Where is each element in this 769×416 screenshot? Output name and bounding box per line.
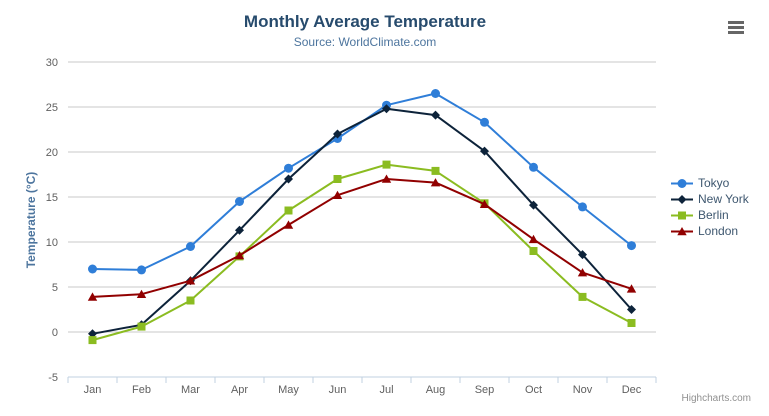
data-point-new-york[interactable] — [333, 129, 342, 139]
data-point-london[interactable] — [332, 190, 343, 199]
data-point-tokyo[interactable] — [88, 264, 97, 274]
data-point-tokyo[interactable] — [431, 89, 440, 98]
series-line-berlin — [91, 163, 633, 342]
data-point-new-york[interactable] — [382, 104, 391, 114]
x-axis-label: Feb — [132, 384, 151, 396]
data-point-new-york[interactable] — [88, 329, 97, 339]
data-point-tokyo[interactable] — [480, 117, 489, 127]
series-line-new-york — [91, 107, 633, 335]
x-axis-label: Jan — [84, 384, 102, 396]
y-axis-title: Temperature (°C) — [24, 171, 38, 269]
y-axis-label: 0 — [52, 327, 58, 339]
data-point-london[interactable] — [87, 292, 98, 301]
x-axis-label: Jun — [329, 384, 347, 396]
data-point-berlin[interactable] — [431, 166, 440, 175]
hamburger-icon — [728, 31, 744, 34]
y-axis-label: 30 — [46, 57, 58, 69]
hamburger-icon — [728, 26, 744, 29]
legend-marker-berlin — [678, 211, 686, 219]
data-point-new-york[interactable] — [284, 174, 293, 184]
data-point-berlin[interactable] — [529, 247, 538, 255]
data-point-berlin[interactable] — [284, 206, 293, 215]
x-axis-label: Mar — [181, 384, 200, 396]
x-axis-label: Apr — [231, 384, 248, 396]
data-point-tokyo[interactable] — [578, 202, 587, 212]
data-point-new-york[interactable] — [529, 200, 538, 210]
y-axis-label: 5 — [52, 282, 58, 294]
y-axis-label: 20 — [46, 147, 58, 159]
data-point-london[interactable] — [430, 178, 441, 187]
data-point-berlin[interactable] — [382, 160, 391, 169]
x-axis-label: Oct — [525, 384, 542, 396]
data-point-berlin[interactable] — [627, 319, 636, 327]
data-point-london[interactable] — [283, 220, 294, 229]
hamburger-icon — [728, 21, 744, 24]
chart-subtitle: Source: WorldClimate.com — [293, 35, 437, 49]
data-point-new-york[interactable] — [578, 250, 587, 260]
legend-label: New York — [698, 191, 749, 206]
data-point-tokyo[interactable] — [284, 163, 293, 173]
data-point-tokyo[interactable] — [235, 197, 244, 206]
data-point-london[interactable] — [577, 268, 588, 277]
series-line-tokyo — [91, 92, 633, 271]
series-line-london — [91, 178, 633, 298]
data-point-new-york[interactable] — [431, 110, 440, 120]
legend-item-tokyo[interactable]: Tokyo — [671, 175, 749, 191]
data-point-london[interactable] — [234, 251, 245, 260]
data-point-new-york[interactable] — [235, 225, 244, 235]
data-point-new-york[interactable] — [627, 305, 636, 314]
london-series-icon — [671, 226, 693, 235]
export-menu-button[interactable] — [724, 17, 748, 38]
y-axis-label: -5 — [48, 372, 58, 384]
legend-item-new-york[interactable]: New York — [671, 191, 749, 207]
data-point-berlin[interactable] — [186, 296, 195, 305]
data-point-london[interactable] — [479, 199, 490, 208]
legend-marker-new-york — [677, 194, 687, 204]
data-point-berlin[interactable] — [88, 336, 97, 345]
data-point-london[interactable] — [626, 284, 637, 293]
data-point-new-york[interactable] — [480, 146, 489, 156]
legend: Tokyo New York Berlin London — [671, 175, 749, 239]
data-point-london[interactable] — [136, 289, 147, 298]
x-axis-label: Aug — [426, 384, 446, 396]
x-axis-label: Sep — [475, 384, 495, 396]
data-point-berlin[interactable] — [137, 322, 146, 331]
x-axis-label: May — [278, 384, 299, 396]
legend-label: Berlin — [698, 207, 729, 222]
data-point-tokyo[interactable] — [186, 242, 195, 251]
y-axis-label: 10 — [46, 237, 58, 249]
berlin-series-icon — [671, 211, 693, 219]
x-axis-label: Nov — [573, 384, 593, 396]
y-axis-label: 15 — [46, 192, 58, 204]
legend-label: London — [698, 223, 739, 238]
data-point-berlin[interactable] — [578, 292, 587, 301]
data-point-london[interactable] — [528, 234, 539, 244]
data-point-tokyo[interactable] — [529, 162, 538, 172]
chart-title: Monthly Average Temperature — [243, 12, 487, 31]
new-york-series-icon — [671, 194, 693, 204]
x-axis-label: Dec — [622, 384, 642, 396]
legend-label: Tokyo — [698, 175, 730, 190]
data-point-london[interactable] — [381, 174, 392, 183]
tokyo-series-icon — [671, 178, 693, 188]
y-axis-label: 25 — [46, 102, 58, 114]
legend-marker-london — [677, 226, 687, 235]
data-point-london[interactable] — [185, 276, 196, 285]
legend-item-london[interactable]: London — [671, 223, 749, 239]
legend-marker-tokyo — [677, 178, 687, 188]
data-point-tokyo[interactable] — [627, 241, 636, 251]
legend-item-berlin[interactable]: Berlin — [671, 207, 749, 223]
x-axis-label: Jul — [379, 384, 393, 396]
data-point-tokyo[interactable] — [137, 265, 146, 275]
highcharts-credit[interactable]: Highcharts.com — [681, 393, 751, 404]
data-point-berlin[interactable] — [333, 175, 342, 183]
